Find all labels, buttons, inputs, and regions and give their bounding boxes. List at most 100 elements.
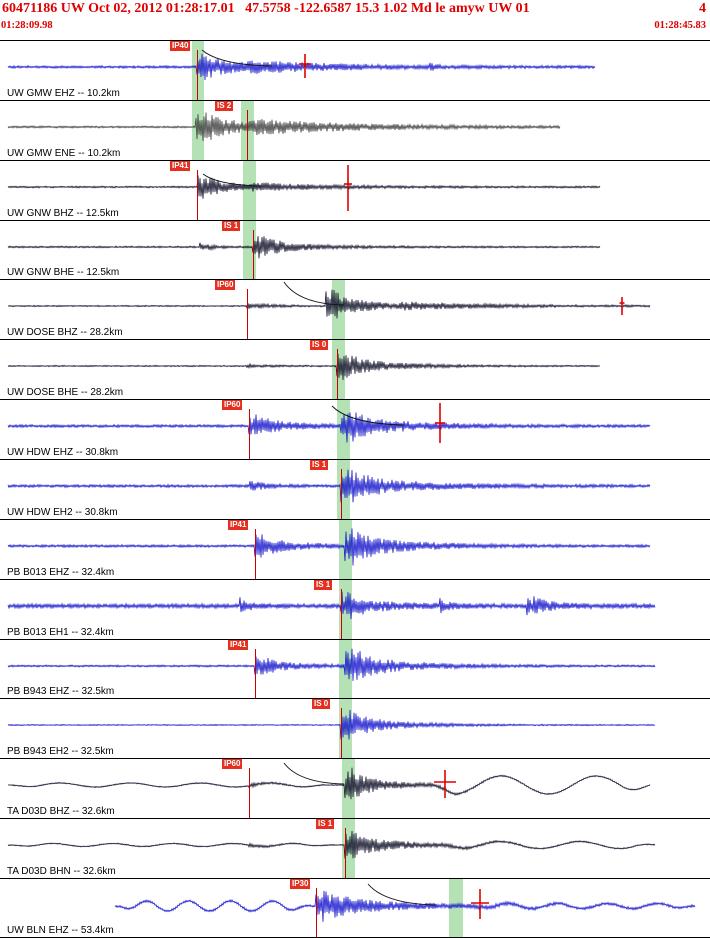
pick-window-band <box>192 41 204 100</box>
coda-decay-curve <box>331 405 405 426</box>
pick-line[interactable] <box>197 50 198 100</box>
trace-row-6[interactable]: IS 0 UW DOSE BHE -- 28.2km <box>0 339 710 400</box>
station-label: PB B943 EHZ -- 32.5km <box>7 686 115 698</box>
trace-row-5[interactable]: IP60 UW DOSE BHZ -- 28.2km <box>0 279 710 340</box>
coda-duration-marker[interactable] <box>619 297 625 316</box>
trace-row-7[interactable]: IP60 UW HDW EHZ -- 30.8km <box>0 399 710 460</box>
pick-flag[interactable]: IS 1 <box>310 460 329 471</box>
waveform-trace[interactable] <box>0 699 710 758</box>
waveform-trace[interactable] <box>0 520 710 579</box>
pick-line[interactable] <box>341 708 342 759</box>
trace-row-10[interactable]: IS 1 PB B013 EH1 -- 32.4km <box>0 578 710 639</box>
pick-flag[interactable]: IP40 <box>170 41 191 51</box>
trace-row-8[interactable]: IS 1 UW HDW EH2 -- 30.8km <box>0 459 710 519</box>
event-header: 60471186 UW Oct 02, 2012 01:28:17.01 47.… <box>0 0 710 20</box>
pick-window-band <box>243 160 256 220</box>
coda-decay-curve <box>283 763 345 785</box>
waveform-trace[interactable] <box>0 101 710 160</box>
coda-duration-marker[interactable] <box>471 889 489 920</box>
pick-window-band <box>192 100 204 160</box>
coda-decay-curve <box>201 49 273 67</box>
coda-decay-curve <box>202 173 262 187</box>
waveform-trace[interactable] <box>0 879 710 938</box>
pick-line[interactable] <box>249 768 250 819</box>
station-label: PB B943 EH2 -- 32.5km <box>7 746 114 758</box>
station-label: UW GMW EHZ -- 10.2km <box>7 87 120 99</box>
time-window: 01:28:09.98 01:28:45.83 <box>0 20 710 40</box>
pick-window-band <box>332 280 345 340</box>
pick-flag[interactable]: IP41 <box>170 160 191 171</box>
trace-row-9[interactable]: IP41 PB B013 EHZ -- 32.4km <box>0 518 710 579</box>
pick-line[interactable] <box>337 349 338 400</box>
station-label: UW HDW EH2 -- 30.8km <box>7 506 118 518</box>
coda-duration-marker[interactable] <box>435 403 445 444</box>
trace-list: IP40 UW GMW EHZ -- 10.2km IS 2 UW GMW ENE -… <box>0 40 710 938</box>
trace-row-1[interactable]: IP40 UW GMW EHZ -- 10.2km <box>0 40 710 100</box>
event-summary: 60471186 UW Oct 02, 2012 01:28:17.01 47.… <box>2 1 530 16</box>
pick-flag[interactable]: IP60 <box>215 280 236 291</box>
pick-flag[interactable]: IS 1 <box>314 579 333 590</box>
station-label: TA D03D BHN -- 32.6km <box>7 866 116 878</box>
pick-flag[interactable]: IS 0 <box>310 340 329 351</box>
waveform-trace[interactable] <box>0 460 710 519</box>
pick-flag[interactable]: IP60 <box>222 400 243 411</box>
coda-duration-marker[interactable] <box>434 770 456 799</box>
coda-decay-curve <box>283 282 345 306</box>
waveform-trace[interactable] <box>0 340 710 399</box>
pick-flag[interactable]: IS 0 <box>312 699 331 710</box>
waveform-trace[interactable] <box>0 580 710 639</box>
pick-line[interactable] <box>316 888 317 937</box>
pick-line[interactable] <box>255 528 256 579</box>
station-label: UW GMW ENE -- 10.2km <box>7 147 121 159</box>
window-start-time: 01:28:09.98 <box>1 20 53 31</box>
station-label: UW BLN EHZ -- 53.4km <box>7 924 114 936</box>
waveform-trace[interactable] <box>0 640 710 699</box>
pick-flag[interactable]: IS 2 <box>215 100 234 111</box>
trace-row-14[interactable]: IS 1 TA D03D BHN -- 32.6km <box>0 818 710 879</box>
pick-flag[interactable]: IP41 <box>228 519 249 530</box>
pick-line[interactable] <box>255 648 256 699</box>
pick-line[interactable] <box>247 109 248 160</box>
station-label: UW GNW BHZ -- 12.5km <box>7 207 119 219</box>
pick-line[interactable] <box>341 469 342 519</box>
trace-row-4[interactable]: IS 1 UW GNW BHE -- 12.5km <box>0 219 710 280</box>
trace-row-2[interactable]: IS 2 UW GMW ENE -- 10.2km <box>0 99 710 160</box>
pick-flag[interactable]: IP41 <box>228 639 249 650</box>
trace-row-13[interactable]: IP60 TA D03D BHZ -- 32.6km <box>0 758 710 819</box>
pick-flag[interactable]: IP30 <box>290 879 311 890</box>
trace-row-12[interactable]: IS 0 PB B943 EH2 -- 32.5km <box>0 698 710 759</box>
pick-window-band <box>243 220 256 280</box>
pick-line[interactable] <box>341 588 342 639</box>
station-label: UW GNW BHE -- 12.5km <box>7 267 120 279</box>
waveform-trace[interactable] <box>0 759 710 818</box>
pick-flag[interactable]: IP60 <box>222 759 243 770</box>
pick-flag[interactable]: IS 1 <box>316 819 335 830</box>
station-label: UW HDW EHZ -- 30.8km <box>7 447 119 459</box>
trace-row-3[interactable]: IP41 UW GNW BHZ -- 12.5km <box>0 159 710 220</box>
coda-duration-marker[interactable] <box>344 164 352 211</box>
trace-row-15[interactable]: IP30 UW BLN EHZ -- 53.4km <box>0 878 710 938</box>
pick-line[interactable] <box>197 169 198 220</box>
waveform-trace[interactable] <box>0 400 710 459</box>
station-label: PB B013 EH1 -- 32.4km <box>7 626 114 638</box>
pick-line[interactable] <box>249 409 250 460</box>
waveform-trace[interactable] <box>0 819 710 878</box>
window-end-time: 01:28:45.83 <box>654 20 706 31</box>
pick-flag[interactable]: IS 1 <box>222 220 241 231</box>
pick-window-band <box>449 879 463 937</box>
pick-line[interactable] <box>247 289 248 340</box>
coda-duration-marker[interactable] <box>299 54 311 78</box>
station-label: TA D03D BHZ -- 32.6km <box>7 806 115 818</box>
waveform-trace[interactable] <box>0 221 710 280</box>
station-label: UW DOSE BHE -- 28.2km <box>7 387 124 399</box>
waveform-trace[interactable] <box>0 280 710 339</box>
trace-row-11[interactable]: IP41 PB B943 EHZ -- 32.5km <box>0 638 710 699</box>
station-label: UW DOSE BHZ -- 28.2km <box>7 327 123 339</box>
waveform-trace[interactable] <box>0 161 710 220</box>
pick-line[interactable] <box>345 828 346 879</box>
station-label: PB B013 EHZ -- 32.4km <box>7 566 115 578</box>
pick-line[interactable] <box>253 229 254 280</box>
page-number: 4 <box>699 1 706 16</box>
waveform-trace[interactable] <box>0 41 710 100</box>
